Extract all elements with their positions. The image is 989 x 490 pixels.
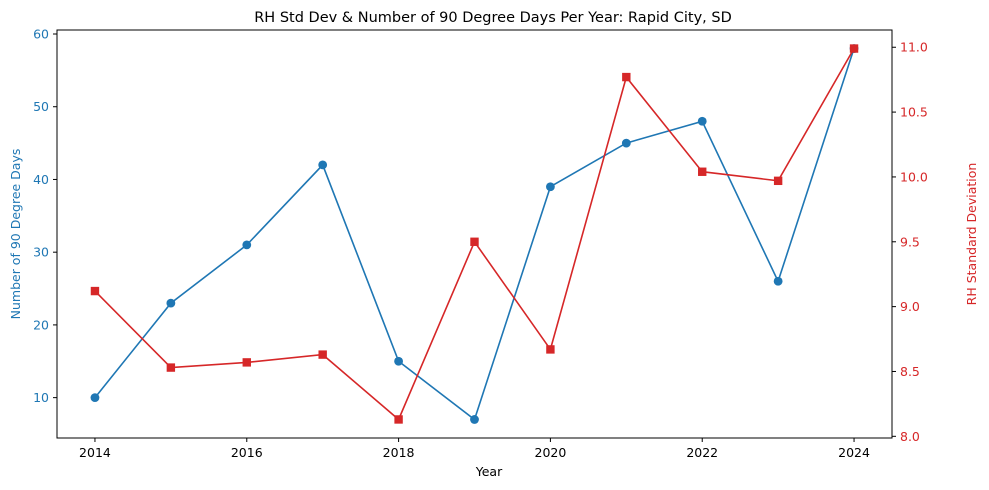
series-point [166,363,176,372]
ninety-degree-days-series [90,44,859,424]
left-y-tick-label: 40 [33,172,49,187]
chart-title: RH Std Dev & Number of 90 Degree Days Pe… [254,10,732,26]
rh-std-dev-series [90,44,859,424]
series-point [470,237,479,246]
series-point [166,298,176,308]
x-tick-label: 2022 [686,445,718,460]
series-point [698,167,707,176]
right-y-axis-label: RH Standard Deviation [964,163,979,306]
x-axis: 2014 2016 2018 2020 2022 2024 [79,438,870,460]
left-y-axis: 10 20 30 40 50 60 [33,27,57,405]
series-point [90,286,100,296]
left-y-tick-label: 10 [33,390,49,405]
left-y-tick-label: 30 [33,245,49,260]
series-point [242,240,252,250]
x-tick-label: 2020 [535,445,567,460]
x-axis-label: Year [475,464,503,479]
series-point [621,138,631,148]
series-point [318,350,327,359]
series-point [697,116,707,126]
x-tick-label: 2014 [79,445,111,460]
left-y-axis-label: Number of 90 Degree Days [8,149,23,320]
series-point [622,72,631,82]
right-y-tick-label: 11.0 [900,40,928,55]
left-y-tick-label: 60 [33,27,49,42]
right-y-tick-label: 10.0 [900,169,928,184]
series-point [90,393,100,403]
series-point [242,358,251,367]
series-line [94,48,855,421]
x-tick-label: 2024 [838,445,870,460]
series-line [94,48,855,421]
right-y-tick-label: 9.5 [900,234,920,249]
series-layer [90,44,859,424]
right-y-tick-label: 8.5 [900,364,920,379]
plot-frame [56,29,893,439]
left-y-tick-label: 50 [33,99,49,114]
x-tick-label: 2018 [383,445,415,460]
right-y-tick-label: 10.5 [900,105,928,120]
series-point [394,415,403,424]
x-tick-label: 2016 [231,445,263,460]
series-point [546,345,555,354]
left-y-tick-label: 20 [33,317,49,332]
series-point [318,160,328,170]
series-point [773,276,783,286]
series-point [394,356,403,366]
right-y-axis: 8.0 8.5 9.0 9.5 10.0 10.5 11.0 [892,40,928,444]
series-point [546,182,555,192]
series-point [470,415,479,424]
series-point [773,176,783,186]
right-y-tick-label: 9.0 [900,299,920,314]
plot-area [56,29,893,439]
right-y-tick-label: 8.0 [900,429,920,444]
series-point [849,44,859,53]
